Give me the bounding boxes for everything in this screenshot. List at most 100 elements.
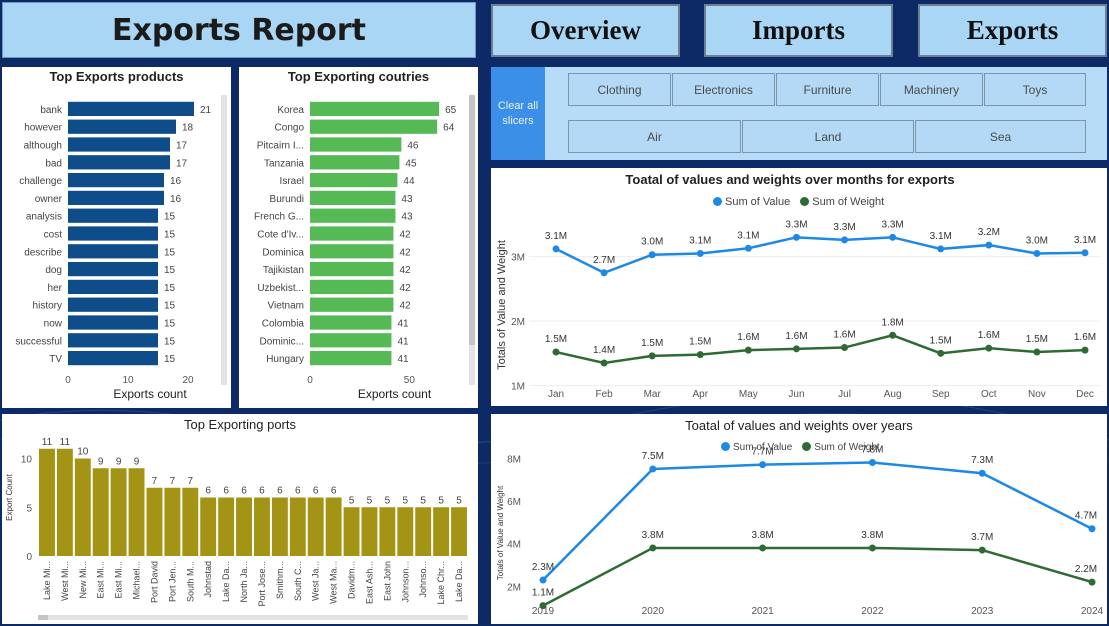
slicer-mode-land[interactable]: Land [742, 120, 914, 153]
category-label: New Mi... [78, 561, 88, 599]
data-label: 6 [277, 486, 283, 497]
data-label: 6 [331, 486, 337, 497]
category-label: Pitcairn I... [257, 141, 304, 152]
slicer-category-toys[interactable]: Toys [984, 73, 1086, 106]
category-label: Tanzania [264, 158, 304, 169]
category-label: describe [24, 247, 62, 258]
top-ports-chart: 0 5 10 Export Count 11 Lake Mi... 11 West Mi...… [5, 437, 467, 607]
data-label: 15 [164, 283, 176, 294]
scrollbar[interactable] [221, 95, 227, 385]
category-label: Johnstad [203, 561, 213, 598]
y-axis-title: Totals of Value and Weight [496, 485, 505, 580]
category-label: Burundi [270, 194, 304, 205]
bar [68, 101, 194, 117]
legend-weight: Sum of Weight [800, 196, 884, 208]
slicer-category-clothing[interactable]: Clothing [568, 73, 671, 106]
data-label: 3.3M [785, 219, 807, 230]
category-label: Smithm... [275, 561, 285, 599]
bar [68, 244, 158, 259]
legend-value-label: Sum of Value [725, 196, 791, 208]
x-tick-label: May [739, 389, 758, 400]
series-line-0 [555, 236, 1086, 275]
data-label: 16 [170, 176, 182, 187]
bar [415, 507, 432, 556]
data-point [978, 469, 986, 477]
series-line-0 [542, 461, 1093, 581]
overview-button[interactable]: Overview [491, 4, 680, 57]
category-label: Dominica [262, 247, 304, 258]
data-label: 7.3M [971, 455, 993, 466]
data-label: 3.2M [978, 227, 1000, 238]
scrollbar[interactable] [469, 95, 475, 385]
data-label: 2.7M [593, 255, 615, 266]
data-label: 10 [77, 447, 89, 458]
horizontal-scrollbar[interactable] [38, 615, 468, 620]
data-label: 1.6M [833, 330, 855, 341]
tick-label: 8M [507, 454, 521, 465]
bar [310, 244, 394, 259]
data-label: 3.1M [737, 230, 759, 241]
x-tick-label: Aug [884, 389, 902, 400]
exports-button[interactable]: Exports [918, 4, 1107, 57]
category-label: West Mi... [60, 561, 70, 601]
tick-label: 0 [65, 375, 71, 386]
category-label: Tajikistan [263, 265, 304, 276]
category-label: East Mi... [96, 561, 106, 599]
tick-label: 5 [26, 503, 32, 514]
x-tick-label: 2022 [861, 606, 884, 617]
data-label: 41 [397, 354, 409, 365]
monthly-legend: Sum of Value Sum of Weight [713, 196, 884, 208]
imports-button[interactable]: Imports [704, 4, 893, 57]
data-point [937, 245, 945, 253]
data-point [978, 546, 986, 554]
data-label: 42 [399, 230, 411, 241]
data-label: 3.3M [882, 219, 904, 230]
category-label: now [44, 319, 63, 330]
category-label: Port Jose... [257, 561, 267, 607]
data-point [696, 351, 704, 359]
data-label: 7 [188, 476, 194, 487]
bar [236, 497, 252, 556]
data-point [696, 249, 704, 257]
top-ports-panel: Top Exporting ports 0 5 10 Export Count 11 La… [2, 414, 478, 624]
page-title: Exports Report [2, 2, 476, 58]
slicer-category-furniture[interactable]: Furniture [776, 73, 879, 106]
data-point [841, 236, 849, 244]
data-label: 9 [116, 456, 122, 467]
top-products-panel: Top Exports products bank 21 however 18 alth… [2, 67, 231, 408]
bar [310, 172, 398, 188]
data-label: 3.1M [545, 231, 567, 242]
bar [361, 507, 378, 556]
data-label: 3.1M [930, 231, 952, 242]
slicer-mode-air[interactable]: Air [568, 120, 741, 153]
bar [68, 226, 158, 241]
data-label: 3.7M [971, 532, 993, 543]
data-point [889, 331, 897, 339]
category-label: North Ja... [239, 561, 249, 603]
clear-all-slicers-button[interactable]: Clear all slicers [491, 67, 545, 160]
data-label: 15 [164, 247, 176, 258]
slicer-category-electronics[interactable]: Electronics [672, 73, 775, 106]
category-label: West Ja... [311, 561, 321, 601]
tick-label: 50 [404, 375, 416, 386]
data-label: 15 [164, 301, 176, 312]
data-label: 3.0M [1026, 235, 1048, 246]
bar [379, 507, 396, 556]
slicer-category-machinery[interactable]: Machinery [880, 73, 983, 106]
category-label: South C... [293, 561, 303, 601]
x-tick-label: Jun [788, 389, 804, 400]
tick-label: 2M [511, 317, 525, 328]
data-point [1081, 249, 1089, 257]
slicer-mode-sea[interactable]: Sea [915, 120, 1086, 153]
data-point [744, 244, 752, 252]
tick-label: 3M [511, 253, 525, 264]
x-tick-label: Oct [981, 389, 997, 400]
category-label: Congo [275, 123, 305, 134]
data-label: 42 [399, 301, 411, 312]
bar [310, 226, 394, 241]
category-label: Vietnam [267, 301, 304, 312]
category-label: Port David [149, 561, 159, 603]
x-tick-label: Sep [932, 389, 950, 400]
x-tick-label: Apr [692, 389, 708, 400]
data-label: 15 [164, 319, 176, 330]
